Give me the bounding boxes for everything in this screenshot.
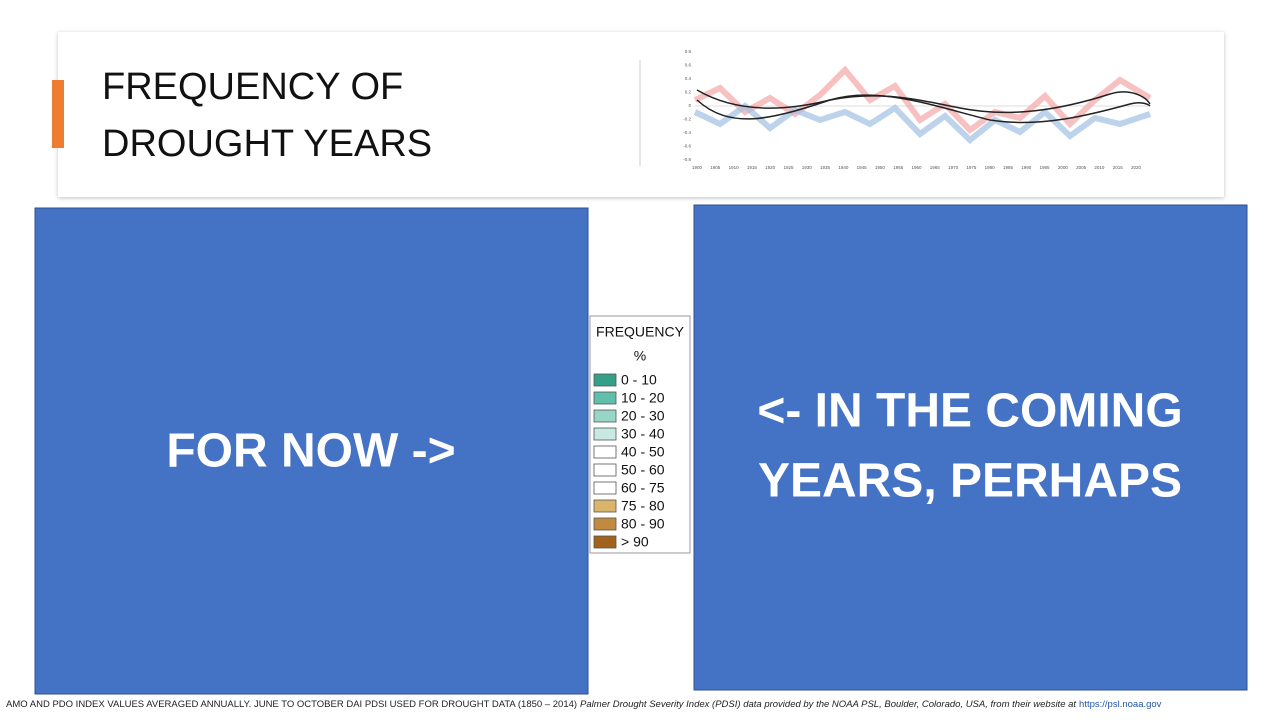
figure-x-label: 1955 <box>893 165 904 170</box>
legend-swatch <box>593 463 617 477</box>
legend-swatch <box>593 373 617 387</box>
figure-y-label: 0.6 <box>685 63 692 68</box>
legend-label: 60 - 75 <box>621 480 665 496</box>
legend-swatch <box>593 535 617 549</box>
figure-thumbnail: 1900 1905 1910 1915 1920 1925 1930 1935 1940 1945… <box>683 49 1152 170</box>
figure-x-label: 1910 <box>729 165 740 170</box>
figure-x-label: 2010 <box>1094 165 1105 170</box>
legend-swatch <box>593 445 617 459</box>
figure-y-label: -0.2 <box>683 117 691 122</box>
legend-label: 80 - 90 <box>621 516 665 532</box>
title-line: DROUGHT YEARS <box>102 123 432 165</box>
footnote-source: Palmer Drought Severity Index (PDSI) dat… <box>580 699 1077 710</box>
figure-x-label: 1975 <box>966 165 977 170</box>
legend-swatch <box>593 481 617 495</box>
figure-y-label: 0 <box>688 103 691 108</box>
figure-x-label: 1920 <box>765 165 776 170</box>
trend-curve <box>696 94 1151 124</box>
right-panel-text: <- IN THE COMING <box>757 385 1182 438</box>
legend-label: 75 - 80 <box>621 498 665 514</box>
accent-bar <box>52 80 64 148</box>
pdo-band <box>693 65 1152 134</box>
figure-x-label: 1930 <box>802 165 813 170</box>
right-panel-text: YEARS, PERHAPS <box>758 455 1182 508</box>
legend-unit: % <box>634 348 646 364</box>
legend-label: > 90 <box>621 534 649 550</box>
title-line: FREQUENCY OF <box>102 66 403 108</box>
figure-x-label: 1940 <box>838 165 849 170</box>
figure-x-label: 1950 <box>875 165 886 170</box>
source-link[interactable]: https://psl.noaa.gov <box>1079 699 1162 710</box>
footnote-text: AMO AND PDO INDEX VALUES AVERAGED ANNUAL… <box>6 699 578 710</box>
figure-x-label: 1900 <box>692 165 703 170</box>
figure-x-label: 1980 <box>985 165 996 170</box>
trend-curve <box>696 89 1151 114</box>
header-card <box>58 32 1224 197</box>
legend-label: 40 - 50 <box>621 444 665 460</box>
legend-title: FREQUENCY <box>596 324 685 340</box>
figure-x-label: 1970 <box>948 165 959 170</box>
legend-items: 0 - 10 10 - 20 20 - 30 30 - 40 40 - 50 50 - 6… <box>593 372 665 550</box>
figure-x-label: 2005 <box>1076 165 1087 170</box>
legend-label: 30 - 40 <box>621 426 665 442</box>
figure-x-label: 2020 <box>1131 165 1142 170</box>
legend-swatch <box>593 409 617 423</box>
figure-x-label: 1935 <box>820 165 831 170</box>
figure-x-label: 1995 <box>1040 165 1051 170</box>
figure-x-label: 1985 <box>1003 165 1014 170</box>
legend-swatch <box>593 427 617 441</box>
legend-label: 10 - 20 <box>621 390 665 406</box>
legend-label: 0 - 10 <box>621 372 657 388</box>
figure-y-label: -0.6 <box>683 144 691 149</box>
legend-label: 20 - 30 <box>621 408 665 424</box>
figure-x-label: 1960 <box>911 165 922 170</box>
figure-x-label: 1965 <box>930 165 941 170</box>
legend-swatch <box>593 499 617 513</box>
figure-y-label: 0.4 <box>685 76 692 81</box>
figure-x-label: 2000 <box>1058 165 1069 170</box>
figure-x-label: 1990 <box>1021 165 1032 170</box>
figure-y-label: 0.8 <box>685 49 692 54</box>
figure-y-label: -0.8 <box>683 157 691 162</box>
figure-x-label: 1915 <box>747 165 758 170</box>
figure-x-label: 1925 <box>783 165 794 170</box>
figure-x-label: 1905 <box>710 165 721 170</box>
figure-y-label: 0.2 <box>685 90 692 95</box>
footnote: AMO AND PDO INDEX VALUES AVERAGED ANNUAL… <box>6 699 1161 710</box>
right-panel <box>693 204 1248 691</box>
amo-band <box>693 102 1151 144</box>
figure-x-label: 1945 <box>857 165 868 170</box>
figure-y-label: -0.4 <box>683 130 691 135</box>
legend-swatch <box>593 391 617 405</box>
left-panel <box>34 207 589 695</box>
left-panel-text: FOR NOW -> <box>166 425 455 478</box>
legend-swatch <box>593 517 617 531</box>
figure-x-label: 2015 <box>1113 165 1124 170</box>
legend-label: 50 - 60 <box>621 462 665 478</box>
